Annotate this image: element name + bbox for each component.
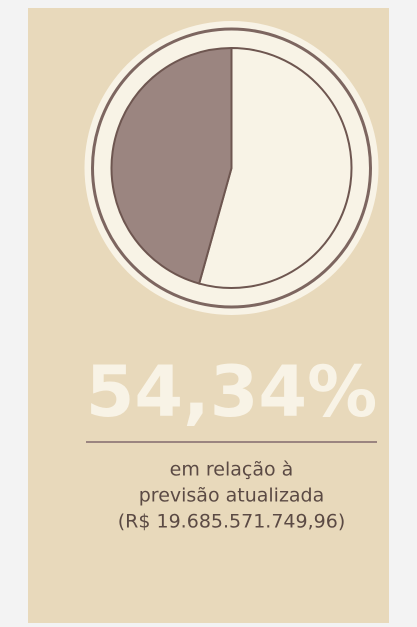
caption-line: em relação à: [170, 459, 294, 481]
value-label: 54,34%: [86, 351, 378, 433]
pie-slice: [197, 46, 353, 289]
pie-slice: [110, 46, 233, 285]
caption-line: previsão atualizada: [139, 485, 325, 507]
pie: [110, 46, 353, 289]
caption: em relação à previsão atualizada (R$ 19.68…: [118, 459, 345, 533]
ring: [91, 27, 372, 309]
caption-line: (R$ 19.685.571.749,96): [118, 511, 345, 533]
